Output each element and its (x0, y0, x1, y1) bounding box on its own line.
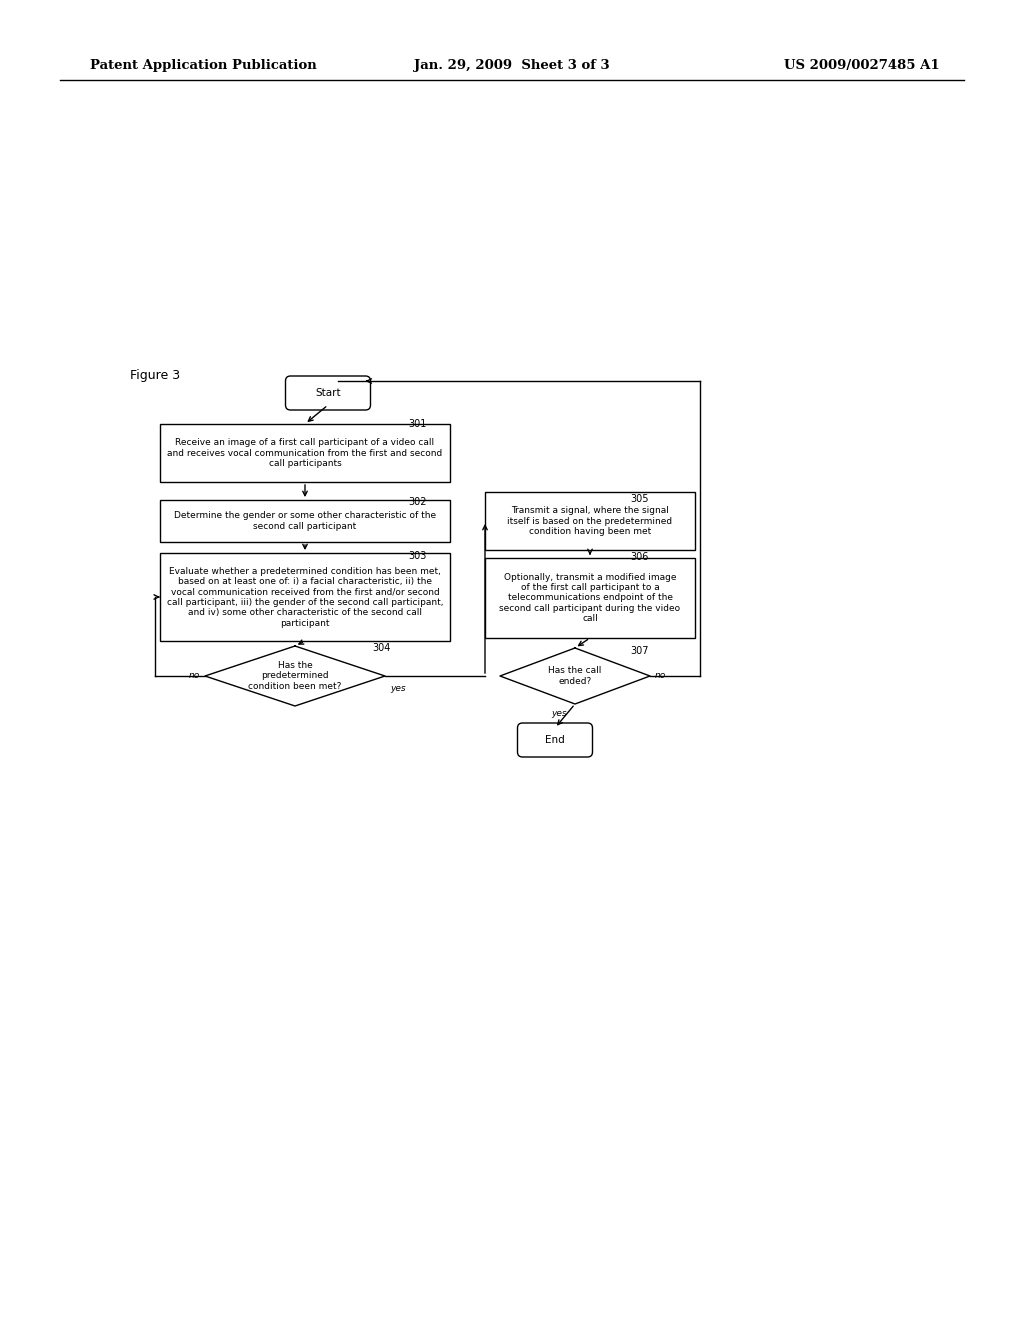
Text: Evaluate whether a predetermined condition has been met,
based on at least one o: Evaluate whether a predetermined conditi… (167, 566, 443, 627)
Bar (160, 500, 450, 543)
Bar (160, 424, 450, 482)
Text: 303: 303 (408, 550, 426, 561)
Bar (485, 492, 695, 550)
Text: 304: 304 (372, 643, 390, 653)
Bar (485, 558, 695, 638)
Text: US 2009/0027485 A1: US 2009/0027485 A1 (784, 58, 940, 71)
Text: Start: Start (315, 388, 341, 399)
FancyBboxPatch shape (517, 723, 593, 756)
Text: 302: 302 (408, 498, 427, 507)
Text: 307: 307 (630, 645, 648, 656)
Text: Patent Application Publication: Patent Application Publication (90, 58, 316, 71)
Text: Transmit a signal, where the signal
itself is based on the predetermined
conditi: Transmit a signal, where the signal itse… (508, 506, 673, 536)
Text: 301: 301 (408, 418, 426, 429)
Text: Figure 3: Figure 3 (130, 368, 180, 381)
Text: Determine the gender or some other characteristic of the
second call participant: Determine the gender or some other chara… (174, 511, 436, 531)
Text: Jan. 29, 2009  Sheet 3 of 3: Jan. 29, 2009 Sheet 3 of 3 (414, 58, 610, 71)
Text: yes: yes (390, 684, 406, 693)
FancyBboxPatch shape (286, 376, 371, 411)
Bar (160, 553, 450, 642)
Text: yes: yes (551, 709, 567, 718)
Text: no: no (188, 672, 200, 681)
Text: End: End (545, 735, 565, 744)
Text: Receive an image of a first call participant of a video call
and receives vocal : Receive an image of a first call partici… (167, 438, 442, 467)
Text: Has the
predetermined
condition been met?: Has the predetermined condition been met… (248, 661, 342, 690)
Text: Optionally, transmit a modified image
of the first call participant to a
telecom: Optionally, transmit a modified image of… (500, 573, 681, 623)
Text: no: no (655, 672, 667, 681)
Text: 306: 306 (630, 552, 648, 562)
Text: 305: 305 (630, 494, 648, 504)
Text: Has the call
ended?: Has the call ended? (548, 667, 602, 685)
